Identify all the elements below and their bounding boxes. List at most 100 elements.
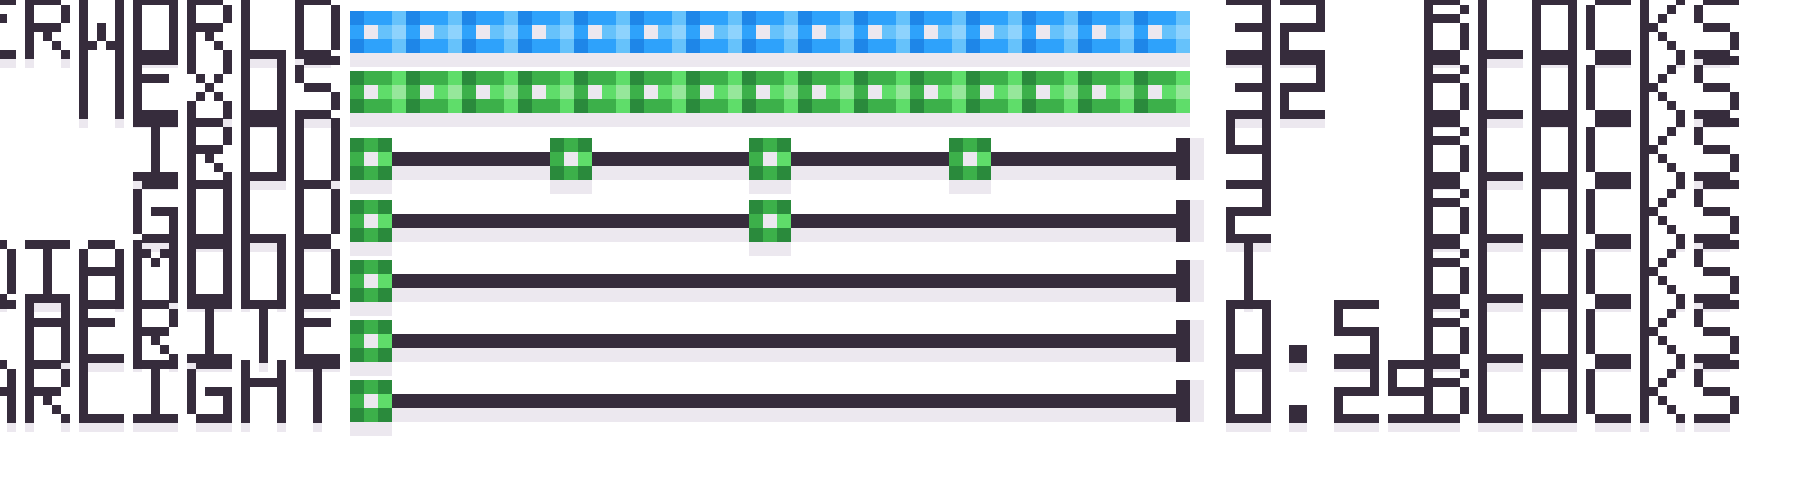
- glyph-b: [1424, 0, 1469, 68]
- glyph-l: [1478, 118, 1523, 190]
- row-value-nexus: [1226, 56, 1376, 128]
- chart-row: [0, 0, 1800, 68]
- bar-marker: [350, 260, 392, 302]
- glyph-n: [79, 56, 124, 128]
- chart-row: [0, 56, 1800, 128]
- bar-marker: [350, 138, 392, 180]
- bar-line: [350, 274, 1190, 288]
- row-label-gold: [0, 180, 340, 252]
- texture-bar-overworld: [350, 11, 1190, 53]
- glyph-l: [1478, 0, 1523, 68]
- chart-row: [0, 180, 1800, 252]
- bar-end-cap: [1176, 200, 1190, 242]
- row-value-netherite: [1226, 300, 1379, 372]
- glyph-g: [187, 360, 232, 432]
- bar-marker: [550, 138, 592, 180]
- bar-line: [350, 394, 1190, 408]
- glyph-r: [25, 360, 70, 432]
- glyph-r: [133, 300, 178, 372]
- glyph-n: [295, 118, 340, 190]
- glyph-l: [1478, 360, 1523, 432]
- bar-end-cap: [1176, 138, 1190, 180]
- glyph-o: [1532, 180, 1577, 252]
- row-value-starlight: [1226, 360, 1433, 432]
- glyph-x: [187, 56, 232, 128]
- row-value-text: [1226, 180, 1271, 252]
- row-value-text: [1226, 56, 1325, 128]
- glyph-i: [133, 360, 178, 432]
- bar-arrow-cap: [1162, 320, 1190, 362]
- glyph-a: [0, 360, 16, 432]
- line-bar: [350, 195, 1210, 242]
- row-label-text: [133, 180, 340, 252]
- row-bar-starlight: [350, 368, 1210, 424]
- row-value-text: [1226, 360, 1433, 432]
- glyph-2: [1334, 360, 1379, 432]
- row-unit-starlight: [1424, 360, 1739, 432]
- bar-line: [350, 334, 1190, 348]
- glyph-s: [1694, 360, 1739, 432]
- glyph-t: [0, 300, 16, 372]
- bar-marker: [749, 138, 791, 180]
- glyph-k: [1640, 360, 1685, 432]
- row-unit-text: [1424, 300, 1739, 372]
- glyph-l: [1478, 56, 1523, 128]
- glyph-2: [1280, 56, 1325, 128]
- bar-arrow-cap: [1162, 380, 1190, 422]
- glyph-c: [1586, 0, 1631, 68]
- line-bar: [350, 315, 1210, 362]
- glyph-r: [25, 0, 70, 68]
- row-label-starlight: [0, 360, 340, 432]
- chart-row: [0, 118, 1800, 190]
- bar-marker: [350, 200, 392, 242]
- glyph-h: [241, 360, 286, 432]
- bar-marker: [949, 138, 991, 180]
- glyph-e: [0, 0, 16, 68]
- glyph-b: [1424, 360, 1469, 432]
- row-unit-netherite: [1424, 300, 1739, 372]
- row-label-netherite: [0, 300, 340, 372]
- texture-bar-nexus: [350, 71, 1190, 113]
- glyph-dot: [1280, 300, 1325, 372]
- chart-row: [0, 300, 1800, 372]
- row-unit-text: [1424, 360, 1739, 432]
- bar-end-cap: [1176, 260, 1190, 302]
- row-unit-text: [1424, 118, 1739, 190]
- row-unit-overworld: [1424, 0, 1739, 68]
- glyph-t: [295, 360, 340, 432]
- glyph-t: [241, 300, 286, 372]
- glyph-c: [1586, 360, 1631, 432]
- glyph-2: [1226, 180, 1271, 252]
- row-bar-diamond: [350, 248, 1210, 304]
- row-bar-gold: [350, 188, 1210, 244]
- glyph-dot: [1280, 360, 1325, 432]
- row-value-gold: [1226, 180, 1376, 252]
- glyph-d: [295, 0, 340, 68]
- glyph-o: [1532, 300, 1577, 372]
- row-bar-nexus: [350, 64, 1210, 120]
- glyph-0: [1226, 360, 1271, 432]
- glyph-c: [1586, 56, 1631, 128]
- line-bar: [350, 375, 1210, 422]
- glyph-o: [1532, 360, 1577, 432]
- row-bar-iron: [350, 126, 1210, 182]
- row-label-text: [0, 360, 340, 432]
- bar-marker: [749, 200, 791, 242]
- row-value-text: [1226, 300, 1379, 372]
- line-bar: [350, 133, 1210, 180]
- row-bar-overworld: [350, 4, 1210, 60]
- row-label-text: [0, 300, 340, 372]
- line-bar: [350, 255, 1210, 302]
- bar-marker: [350, 320, 392, 362]
- row-unit-text: [1424, 0, 1739, 68]
- bar-marker: [350, 380, 392, 422]
- glyph-h: [25, 300, 70, 372]
- row-unit-iron: [1424, 118, 1739, 190]
- chart-row: [0, 360, 1800, 432]
- chart-row: [0, 240, 1800, 312]
- glyph-l: [79, 360, 124, 432]
- glyph-g: [133, 180, 178, 252]
- glyph-w: [79, 0, 124, 68]
- row-bar-netherite: [350, 308, 1210, 364]
